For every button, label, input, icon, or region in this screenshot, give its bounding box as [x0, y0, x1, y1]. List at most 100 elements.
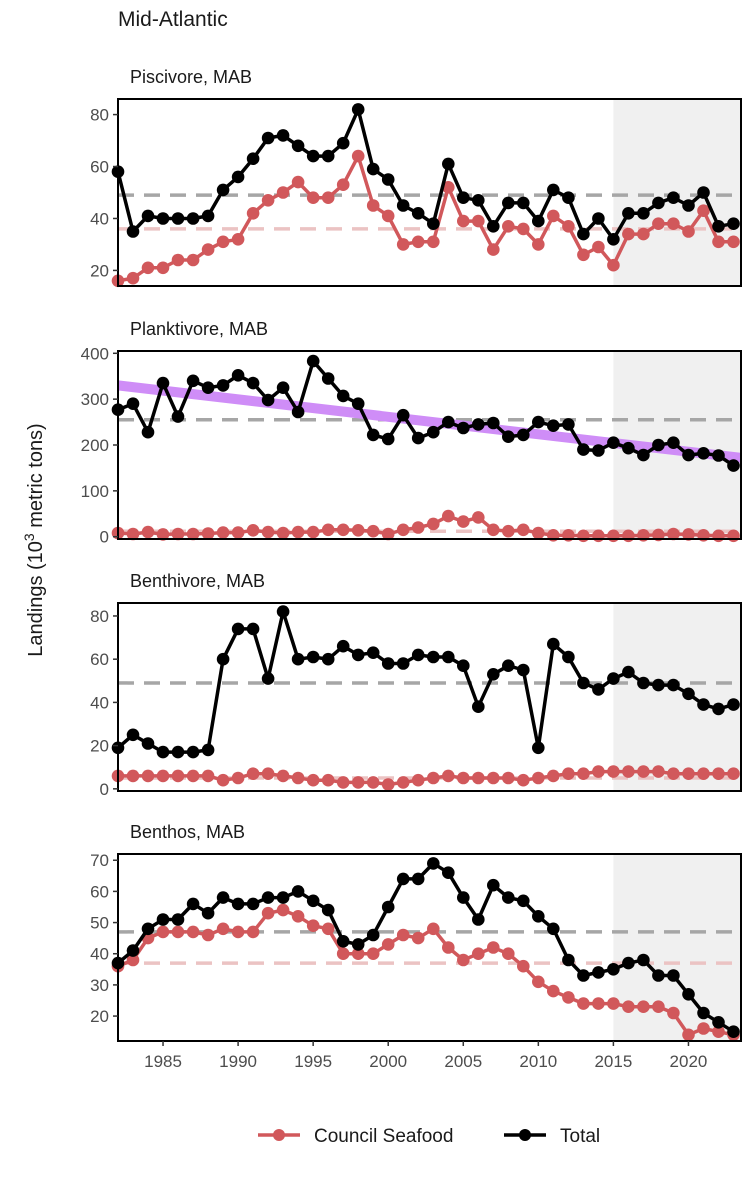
council-point — [667, 1006, 680, 1020]
council-point — [442, 769, 455, 783]
total-point — [261, 891, 275, 904]
total-point — [637, 207, 650, 220]
total-point — [186, 374, 200, 388]
council-point — [712, 1025, 725, 1038]
council-point — [682, 1028, 695, 1042]
total-point — [141, 737, 155, 750]
council-point — [201, 928, 215, 942]
total-point — [682, 988, 695, 1001]
council-point — [411, 521, 425, 534]
council-point — [532, 975, 545, 989]
total-point — [276, 605, 290, 618]
council-point — [126, 271, 140, 285]
total-point — [667, 969, 680, 982]
council-point — [141, 769, 155, 783]
y-tick-label: 400 — [81, 344, 109, 363]
legend-total-label: Total — [560, 1126, 600, 1147]
council-point — [246, 524, 260, 537]
total-point — [231, 369, 245, 382]
total-point — [472, 194, 485, 207]
total-point — [261, 131, 275, 145]
council-point — [141, 525, 155, 539]
total-point — [246, 622, 260, 636]
total-point — [577, 227, 590, 241]
total-point — [622, 441, 635, 455]
total-point — [667, 191, 680, 204]
total-point — [637, 676, 650, 690]
total-point — [457, 421, 470, 435]
council-point — [306, 919, 320, 932]
total-point — [351, 938, 365, 951]
total-point — [667, 678, 680, 692]
legend-total-marker — [519, 1129, 531, 1141]
total-point — [321, 149, 335, 163]
council-point — [186, 769, 200, 783]
total-point — [637, 953, 650, 967]
total-point — [186, 897, 200, 911]
legend: Council Seafood Total — [258, 1126, 600, 1147]
total-point — [607, 436, 620, 450]
total-point — [667, 436, 680, 450]
total-point — [201, 209, 215, 223]
council-point — [126, 527, 140, 541]
council-point — [487, 523, 500, 537]
shaded-region — [613, 99, 741, 286]
y-tick-label: 20 — [90, 1007, 109, 1026]
total-point — [592, 683, 605, 696]
council-point — [201, 769, 215, 783]
panel-title: Planktivore, MAB — [130, 319, 268, 339]
council-point — [457, 771, 470, 785]
council-point — [186, 253, 200, 267]
total-point — [697, 186, 710, 199]
panel-title: Piscivore, MAB — [130, 67, 252, 87]
total-point — [156, 212, 170, 225]
council-point — [727, 529, 740, 543]
total-point — [547, 419, 560, 433]
total-point — [532, 415, 545, 429]
total-point — [472, 913, 485, 926]
council-point — [231, 771, 245, 785]
council-point — [291, 771, 305, 785]
total-point — [156, 376, 170, 390]
legend-council-label: Council Seafood — [314, 1126, 453, 1147]
total-point — [682, 448, 695, 462]
total-point — [682, 687, 695, 701]
total-point — [517, 196, 530, 210]
council-point — [216, 922, 230, 936]
council-point — [472, 214, 485, 228]
total-point — [141, 209, 155, 223]
council-point — [427, 771, 440, 785]
council-point — [186, 527, 200, 541]
total-point — [457, 891, 470, 904]
y-tick-label: 200 — [81, 436, 109, 455]
total-point — [427, 425, 440, 439]
total-point — [652, 969, 665, 982]
total-point — [411, 207, 425, 220]
total-point — [216, 891, 230, 904]
total-point — [427, 650, 440, 664]
total-point — [442, 650, 455, 664]
council-point — [156, 925, 170, 939]
council-point — [532, 238, 545, 251]
panel-title: Benthivore, MAB — [130, 571, 265, 591]
council-point — [261, 906, 275, 920]
council-point — [216, 526, 230, 539]
council-point — [682, 528, 695, 541]
total-point — [216, 183, 230, 197]
council-point — [321, 773, 335, 787]
panel-title: Benthos, MAB — [130, 822, 245, 842]
total-point — [577, 676, 590, 690]
council-point — [517, 222, 530, 236]
council-point — [306, 191, 320, 204]
total-point — [411, 431, 425, 445]
total-point — [411, 648, 425, 662]
total-point — [727, 217, 740, 230]
total-point — [126, 944, 140, 957]
council-point — [607, 997, 620, 1010]
total-point — [246, 897, 260, 911]
total-point — [652, 678, 665, 692]
total-point — [321, 652, 335, 666]
council-point — [622, 1000, 635, 1013]
council-point — [156, 261, 170, 275]
council-point — [396, 523, 410, 537]
